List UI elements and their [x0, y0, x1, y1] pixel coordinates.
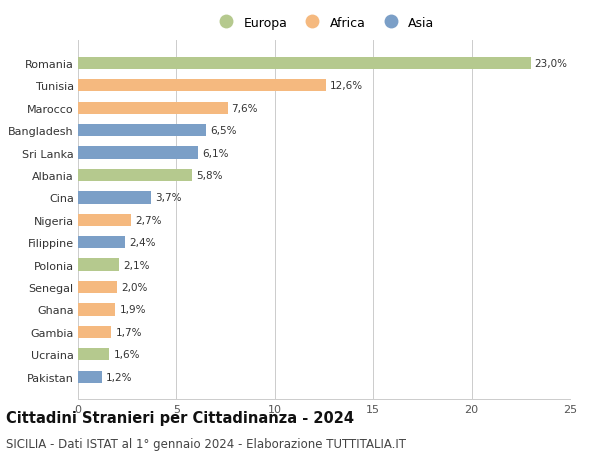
Bar: [78, 326, 112, 338]
Text: 1,2%: 1,2%: [106, 372, 132, 382]
Text: 3,7%: 3,7%: [155, 193, 181, 203]
Bar: [78, 169, 192, 182]
Text: 1,9%: 1,9%: [119, 305, 146, 315]
Bar: [78, 102, 227, 115]
Text: 2,0%: 2,0%: [121, 282, 148, 292]
Text: 7,6%: 7,6%: [232, 103, 258, 113]
Text: 2,4%: 2,4%: [129, 238, 155, 248]
Bar: [78, 371, 101, 383]
Text: 6,5%: 6,5%: [210, 126, 236, 136]
Bar: [78, 281, 118, 294]
Bar: [78, 259, 119, 271]
Text: 12,6%: 12,6%: [330, 81, 363, 91]
Bar: [78, 57, 530, 70]
Legend: Europa, Africa, Asia: Europa, Africa, Asia: [209, 12, 439, 35]
Text: SICILIA - Dati ISTAT al 1° gennaio 2024 - Elaborazione TUTTITALIA.IT: SICILIA - Dati ISTAT al 1° gennaio 2024 …: [6, 437, 406, 451]
Text: 1,7%: 1,7%: [115, 327, 142, 337]
Bar: [78, 125, 206, 137]
Bar: [78, 236, 125, 249]
Text: 5,8%: 5,8%: [196, 171, 223, 180]
Bar: [78, 192, 151, 204]
Text: 2,1%: 2,1%: [123, 260, 150, 270]
Text: 6,1%: 6,1%: [202, 148, 229, 158]
Bar: [78, 80, 326, 92]
Text: 1,6%: 1,6%: [113, 350, 140, 359]
Text: 2,7%: 2,7%: [135, 215, 161, 225]
Bar: [78, 147, 198, 159]
Bar: [78, 348, 109, 361]
Text: Cittadini Stranieri per Cittadinanza - 2024: Cittadini Stranieri per Cittadinanza - 2…: [6, 410, 354, 425]
Text: 23,0%: 23,0%: [535, 59, 568, 69]
Bar: [78, 304, 115, 316]
Bar: [78, 214, 131, 226]
